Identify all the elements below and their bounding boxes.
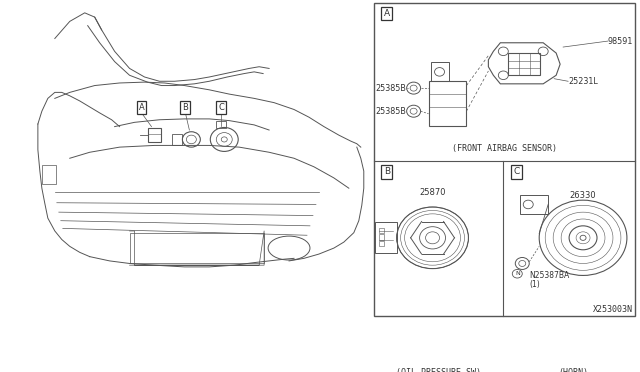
Text: 25385B: 25385B — [376, 107, 406, 116]
Bar — [508, 53, 540, 75]
Bar — [129, 232, 264, 263]
Bar — [374, 3, 635, 316]
Text: (1): (1) — [529, 280, 540, 289]
Text: 25231L: 25231L — [568, 77, 598, 86]
Bar — [147, 128, 161, 142]
Bar — [172, 134, 182, 145]
Text: (OIL PRESSURE SW): (OIL PRESSURE SW) — [396, 369, 481, 372]
Text: B: B — [383, 167, 390, 176]
Text: N25387BA: N25387BA — [529, 271, 570, 280]
Text: N: N — [515, 271, 520, 276]
Text: 98591: 98591 — [608, 36, 634, 45]
Text: (FRONT AIRBAG SENSOR): (FRONT AIRBAG SENSOR) — [452, 144, 557, 153]
Text: (HORN): (HORN) — [558, 369, 588, 372]
Text: C: C — [218, 103, 224, 112]
Bar — [520, 195, 548, 214]
Bar — [216, 121, 227, 128]
Text: B: B — [182, 103, 188, 112]
Bar — [42, 165, 56, 184]
Text: A: A — [139, 103, 145, 112]
Text: 25870: 25870 — [419, 188, 446, 197]
Bar — [431, 62, 449, 81]
Bar — [375, 222, 397, 253]
Bar — [429, 81, 467, 126]
Text: 25385B: 25385B — [376, 84, 406, 93]
Bar — [379, 241, 384, 246]
Text: C: C — [513, 167, 520, 176]
Bar — [379, 228, 384, 232]
Text: 26330: 26330 — [570, 190, 596, 199]
Text: A: A — [383, 9, 390, 18]
Bar — [379, 234, 384, 240]
Text: X253003N: X253003N — [593, 305, 633, 314]
